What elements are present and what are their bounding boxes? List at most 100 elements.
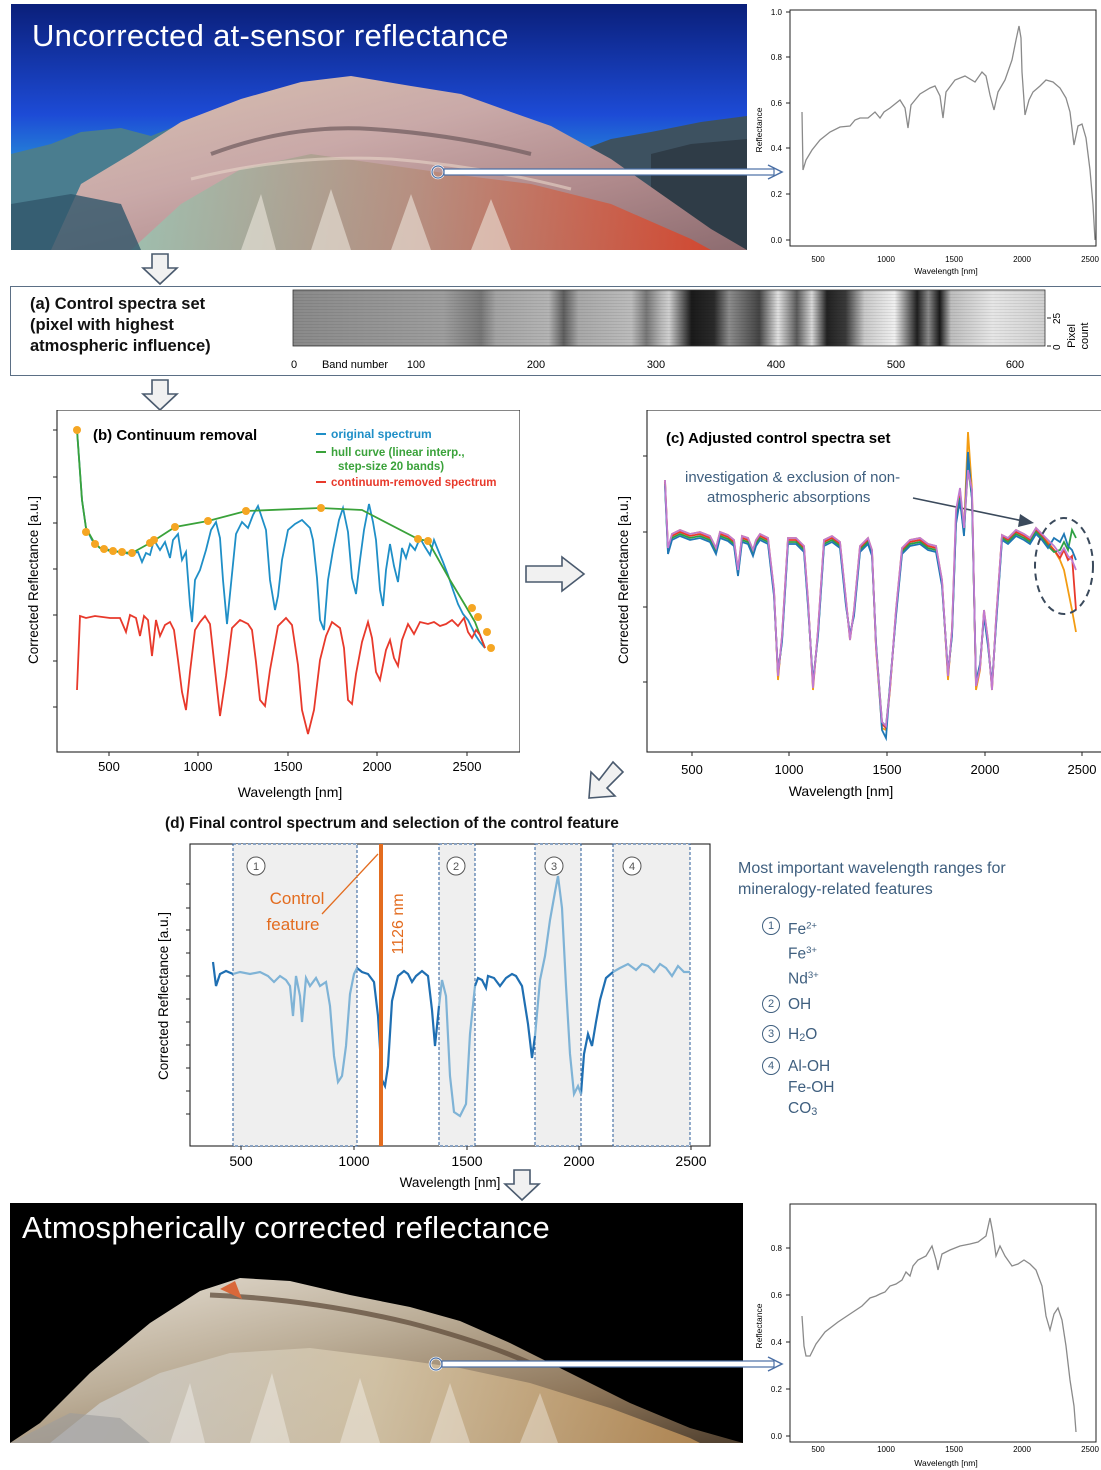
range-marker-1-label: 1 (253, 861, 259, 873)
panel-d-xlabel: Wavelength [nm] (400, 1175, 501, 1190)
top-ytick-0: 0.0 (771, 236, 783, 245)
control-label-line2: feature (267, 915, 320, 934)
corrected-photo-title: Atmospherically corrected reflectance (22, 1210, 550, 1245)
range-marker-1 (246, 856, 266, 876)
panel-b-xtick-2000: 2000 (363, 759, 392, 774)
panel-b-xlabel: Wavelength [nm] (238, 784, 343, 800)
panel-a-xtick-600: 600 (1006, 359, 1024, 371)
top-ytick-3: 0.6 (771, 99, 783, 108)
uncorrected-photo-image (11, 4, 747, 250)
panel-b-xtick-500: 500 (98, 759, 120, 774)
range-item-3-h2o: H2O (788, 1026, 818, 1045)
panel-a-xtick-300: 300 (647, 359, 665, 371)
down-arrow-3 (502, 1169, 542, 1202)
range-item-4-feoh: Fe-OH (788, 1079, 835, 1096)
legend-hull-line2: step-size 20 bands) (338, 461, 444, 473)
panel-c-xtick-1500: 1500 (873, 762, 902, 777)
panel-d-xtick-500: 500 (229, 1153, 253, 1169)
panel-d-chart: 1 2 3 4 Control feature 1126 nm 500 1000… (156, 843, 711, 1190)
panel-c-spectra (664, 431, 1077, 742)
panel-c-exclusion-ellipse (1034, 517, 1094, 615)
panel-b-xticks (108, 752, 468, 756)
legend-hull-line1: hull curve (linear interp., (331, 447, 465, 459)
panel-c-annotation-line2: atmospheric absorptions (707, 489, 870, 506)
bottom-xtick-2: 1500 (945, 1445, 963, 1454)
panel-b-xtick-2500: 2500 (453, 759, 482, 774)
range-marker-3 (544, 856, 564, 876)
range-item-1-fe2: Fe2+ (788, 921, 818, 939)
panel-a-xticks: 0 Band number 100 200 300 400 500 600 (291, 359, 1024, 371)
panel-b-chart: (b) Continuum removal original spectrum … (26, 410, 520, 800)
legend-original: original spectrum (331, 427, 432, 441)
panel-a-heatmap: 0 25 Pixel count 0 Band number 100 200 3… (291, 289, 1091, 371)
ranges-legend-title-line1: Most important wavelength ranges for (738, 860, 1006, 877)
panel-b-yticks (53, 429, 57, 708)
top-spectrum-line (801, 25, 1096, 241)
range-item-1-fe3: Fe3+ (788, 945, 818, 963)
range-marker-4 (622, 856, 642, 876)
top-ytick-4: 0.8 (771, 53, 783, 62)
range-item-1: 1 Fe2+ Fe3+ Nd3+ (762, 916, 819, 989)
down-arrow-1 (140, 253, 180, 286)
top-spectrum-yticks: 0.0 0.2 0.4 0.6 0.8 1.0 (771, 8, 790, 245)
range-2 (438, 843, 476, 1147)
panel-a-title-line1: (a) Control spectra set (30, 295, 206, 313)
bottom-pointer-arrow (428, 1356, 784, 1372)
panel-b-legend: original spectrum hull curve (linear int… (316, 427, 497, 489)
legend-removed: continuum-removed spectrum (331, 477, 497, 489)
bottom-ytick-4: 0.8 (771, 1244, 783, 1253)
panel-d-ylabel: Corrected Reflectance [a.u.] (156, 912, 171, 1080)
bottom-ytick-0: 0.0 (771, 1432, 783, 1441)
range-item-4-aloh: Al-OH (788, 1058, 831, 1075)
bottom-ytick-3: 0.6 (771, 1291, 783, 1300)
panel-c-xtick-1000: 1000 (775, 762, 804, 777)
top-ytick-2: 0.4 (771, 144, 783, 153)
panel-a-ylabel-line1: Pixel (1066, 324, 1078, 348)
panel-c-xtick-500: 500 (681, 762, 703, 777)
range-marker-2-label: 2 (453, 861, 459, 873)
panel-c-annotation-line1: investigation & exclusion of non- (685, 469, 900, 486)
panel-a-xtick-0: 0 (291, 359, 297, 371)
ranges-legend: Most important wavelength ranges for min… (738, 858, 1006, 900)
panel-b-xtick-1500: 1500 (274, 759, 303, 774)
top-ytick-1: 0.2 (771, 190, 783, 199)
bottom-spectrum-chart: 0.0 0.2 0.4 0.6 0.8 500 1000 1500 2000 2… (754, 1203, 1099, 1468)
panel-b-xtick-1000: 1000 (184, 759, 213, 774)
top-ylabel: Reflectance (754, 107, 764, 152)
range-item-1-num: 1 (762, 917, 780, 935)
top-spectrum-chart: 0.0 0.2 0.4 0.6 0.8 1.0 500 1000 1500 20… (754, 8, 1099, 276)
range-item-3: 3 H2O (762, 1024, 817, 1049)
top-xtick-2: 1500 (945, 255, 963, 264)
right-arrow (525, 555, 586, 593)
top-xtick-4: 2500 (1081, 255, 1099, 264)
range-item-2-num: 2 (762, 995, 780, 1013)
panel-a-title-line2: (pixel with highest (30, 316, 174, 334)
panel-c-chart: (c) Adjusted control spectra set investi… (616, 410, 1101, 799)
bottom-spectrum-line (801, 1217, 1077, 1433)
range-item-4-co3: CO3 (788, 1100, 818, 1119)
range-marker-3-label: 3 (551, 861, 557, 873)
range-item-4-num: 4 (762, 1057, 780, 1075)
range-4 (612, 843, 691, 1147)
panel-d-title: (d) Final control spectrum and selection… (165, 815, 619, 832)
bottom-ytick-2: 0.4 (771, 1338, 783, 1347)
panel-c-ylabel: Corrected Reflectance [a.u.] (616, 496, 631, 664)
panel-a-box (10, 286, 1101, 376)
panel-d-spectrum-dark (211, 961, 614, 1095)
panel-c-title: (c) Adjusted control spectra set (666, 430, 891, 447)
top-xtick-1: 1000 (877, 255, 895, 264)
range-marker-2 (446, 856, 466, 876)
corrected-photo (10, 1203, 743, 1443)
panel-d-xtick-2000: 2000 (563, 1153, 594, 1169)
range-item-2: 2 OH (762, 994, 811, 1015)
panel-a-ytick-0: 0 (1052, 344, 1063, 350)
range-marker-4-label: 4 (629, 861, 635, 873)
panel-a-xtick-500: 500 (887, 359, 905, 371)
panel-b-ylabel: Corrected Reflectance [a.u.] (26, 496, 41, 664)
panel-d-xtick-1000: 1000 (338, 1153, 369, 1169)
control-label-line1: Control (270, 889, 325, 908)
panel-a-xtick-400: 400 (767, 359, 785, 371)
bottom-ytick-1: 0.2 (771, 1385, 783, 1394)
control-wavelength-label: 1126 nm (390, 893, 407, 954)
panel-a-title: (a) Control spectra set (pixel with high… (30, 294, 211, 357)
